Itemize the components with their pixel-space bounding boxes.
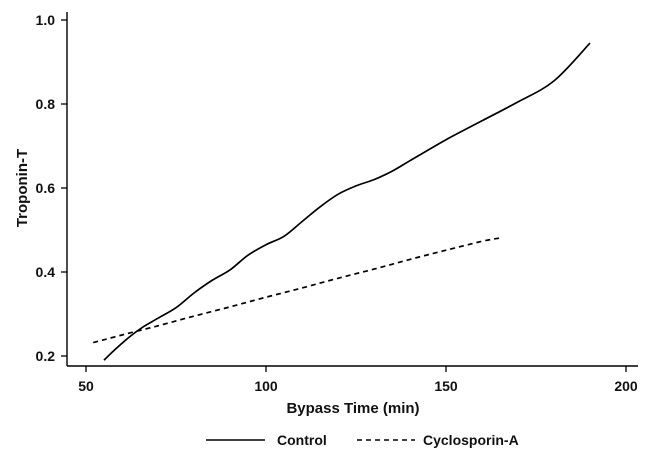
legend-label-control: Control (277, 432, 327, 448)
x-tick-label: 200 (614, 378, 638, 394)
y-tick-label: 0.2 (36, 348, 56, 364)
legend-label-cyclosporin: Cyclosporin-A (423, 432, 519, 448)
y-tick-label: 1.0 (36, 12, 56, 28)
y-tick-label: 0.8 (36, 96, 56, 112)
x-tick-label: 50 (78, 378, 94, 394)
y-tick-label: 0.6 (36, 180, 56, 196)
x-tick-label: 150 (434, 378, 458, 394)
series-lines (92, 42, 591, 361)
series-line-cyclosporin-a (92, 237, 501, 344)
series-line-control (103, 42, 591, 361)
x-axis-title: Bypass Time (min) (286, 400, 419, 417)
y-axis-title: Troponin-T (14, 149, 31, 227)
ticks: 50 100 150 200 0.2 0.4 0.6 0.8 1.0 (36, 12, 638, 394)
legend: Control Cyclosporin-A (206, 432, 519, 448)
axes (66, 12, 638, 367)
y-tick-label: 0.4 (36, 264, 56, 280)
x-tick-label: 100 (254, 378, 278, 394)
